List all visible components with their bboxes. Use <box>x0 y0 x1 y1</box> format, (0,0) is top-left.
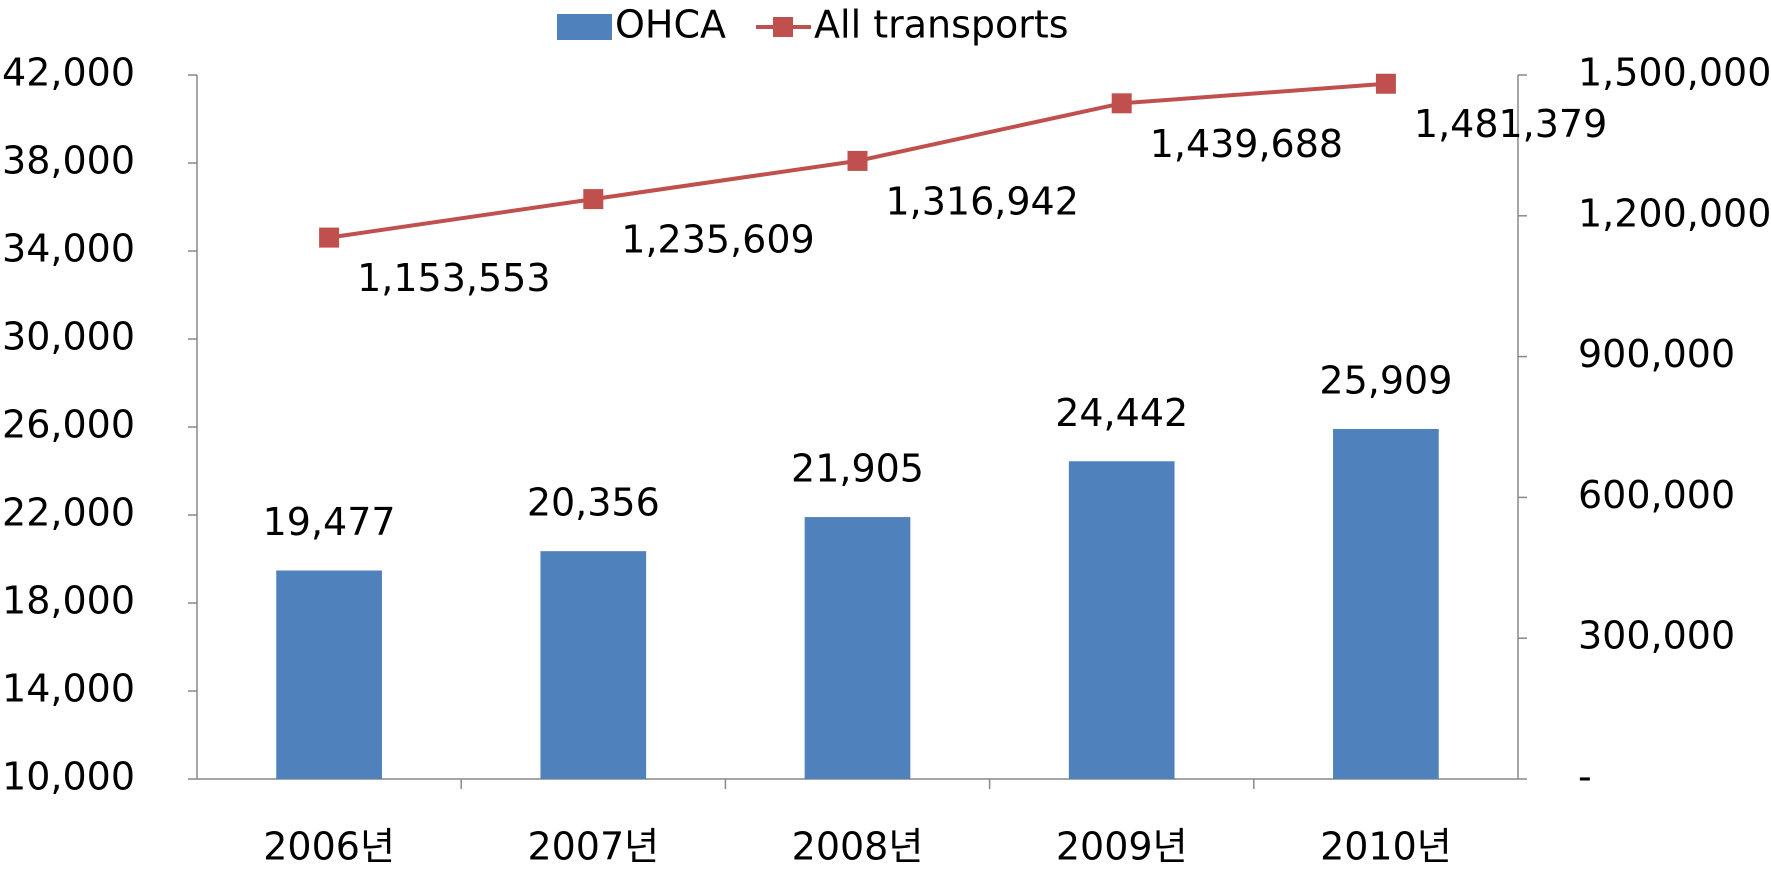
y-tick-label: 18,000 <box>2 579 135 623</box>
y-tick-label: 34,000 <box>2 227 135 271</box>
line-value-label: 1,316,942 <box>886 179 1079 223</box>
y2-tick-label: - <box>1578 755 1592 799</box>
y2-tick-label: 1,200,000 <box>1578 191 1771 235</box>
bar <box>1333 429 1439 779</box>
bar-value-label: 21,905 <box>791 447 924 491</box>
line-marker <box>1111 93 1132 114</box>
line-value-label: 1,153,553 <box>357 256 550 300</box>
y2-tick-label: 900,000 <box>1578 332 1735 376</box>
x-tick-label: 2008년 <box>792 825 924 869</box>
x-tick-label: 2006년 <box>263 825 395 869</box>
bar <box>1068 461 1175 779</box>
bar <box>804 517 911 779</box>
y-tick-label: 42,000 <box>2 51 135 95</box>
y-tick-label: 14,000 <box>2 667 135 711</box>
bar-value-label: 20,356 <box>527 481 660 525</box>
y-tick-label: 30,000 <box>2 315 135 359</box>
bar-value-label: 19,477 <box>263 500 396 544</box>
y-tick-label: 26,000 <box>2 403 135 447</box>
line-marker <box>847 150 868 171</box>
line-value-label: 1,235,609 <box>621 218 814 262</box>
line-value-label: 1,439,688 <box>1150 122 1343 166</box>
bar <box>540 551 647 779</box>
y2-tick-label: 1,500,000 <box>1578 51 1771 95</box>
line-value-label: 1,481,379 <box>1414 102 1607 146</box>
legend-swatch <box>557 14 612 40</box>
legend-label: OHCA <box>615 3 726 47</box>
y-tick-label: 22,000 <box>2 491 135 535</box>
x-tick-label: 2007년 <box>527 825 659 869</box>
y2-tick-label: 600,000 <box>1578 473 1735 517</box>
bar <box>276 570 382 779</box>
line-marker <box>1375 73 1396 94</box>
y2-tick-label: 300,000 <box>1578 614 1735 658</box>
x-tick-label: 2009년 <box>1056 825 1188 869</box>
bar-value-label: 24,442 <box>1055 391 1188 435</box>
legend-swatch-marker <box>773 17 794 37</box>
x-tick-label: 2010년 <box>1320 825 1452 869</box>
legend-label: All transports <box>814 3 1069 47</box>
y-tick-label: 38,000 <box>2 139 135 183</box>
bar-value-label: 25,909 <box>1319 359 1452 403</box>
line-marker <box>319 227 340 248</box>
line-marker <box>583 189 604 210</box>
y-tick-label: 10,000 <box>2 755 135 799</box>
